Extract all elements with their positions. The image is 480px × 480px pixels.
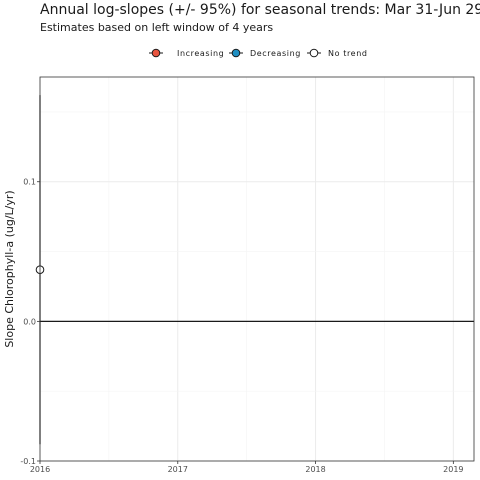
y-tick-label: -0.1 [20,457,36,466]
legend-label: Increasing [177,49,224,58]
panel-border [39,76,475,462]
plot-area [35,76,475,462]
legend: Increasing Decreasing No trend [149,48,368,58]
grid [39,77,474,462]
x-tick-label: 2016 [30,465,50,474]
x-tick-label: 2019 [443,465,463,474]
x-tick-label: 2018 [305,465,325,474]
x-tick-label: 2017 [168,465,188,474]
chart-subtitle: Estimates based on left window of 4 year… [40,21,273,34]
y-tick-label: 0.0 [23,317,36,326]
y-axis-label: Slope Chlorophyll-a (ug/L/yr) [3,190,16,347]
chart-title: Annual log-slopes (+/- 95%) for seasonal… [40,2,480,18]
y-axis-ticks: -0.1 0.0 0.1 [20,178,40,466]
legend-key-marker [231,48,241,58]
legend-key-marker [309,48,319,58]
legend-label: Decreasing [250,49,301,58]
y-tick-label: 0.1 [23,178,36,187]
legend-key-marker [151,48,161,58]
x-axis-ticks: 2016 2017 2018 2019 [30,461,464,474]
legend-label: No trend [328,49,368,58]
